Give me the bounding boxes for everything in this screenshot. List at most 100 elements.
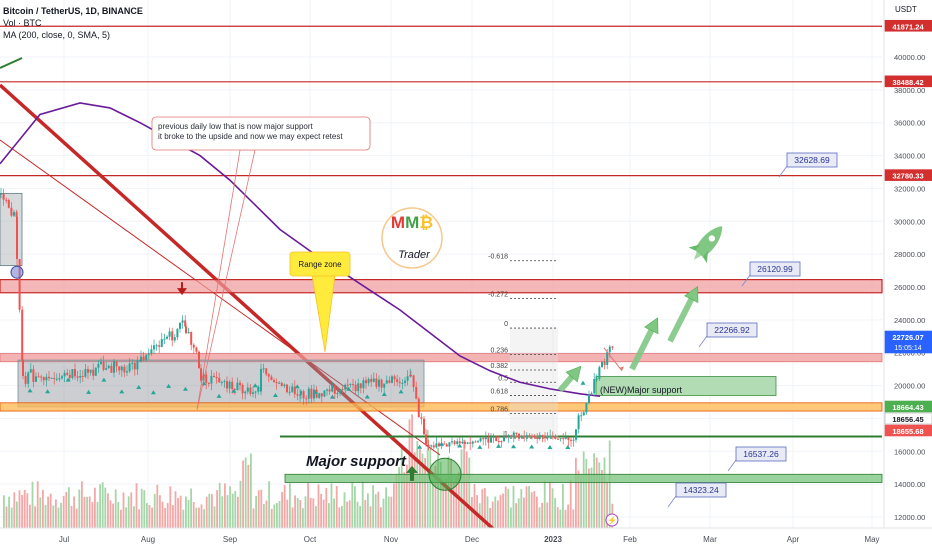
ma-indicator-label[interactable]: MA (200, close, 0, SMA, 5) (3, 30, 111, 40)
volume-indicator-label[interactable]: Vol · BTC (3, 18, 42, 28)
volume-bar (445, 478, 447, 528)
candle-body (66, 372, 69, 375)
candle-body (160, 339, 163, 347)
candle-body (120, 366, 123, 371)
volume-bar (595, 457, 598, 528)
candle-body (572, 439, 575, 441)
candle-body (383, 383, 386, 388)
rocket-fins (688, 244, 708, 263)
volume-bar (406, 464, 408, 528)
volume-bar (442, 481, 445, 528)
volume-bar (575, 457, 577, 528)
volume-bar (465, 451, 468, 528)
signal-triangle (150, 390, 156, 395)
price-level-rect (884, 169, 932, 181)
fib-level-label: 0.5 (498, 375, 508, 382)
candle-body (131, 362, 134, 364)
price-level-tag: 18656.45 (884, 412, 932, 425)
volume-bar (419, 448, 421, 528)
candle-body (420, 417, 423, 419)
candle-body (55, 378, 58, 380)
candle-body (118, 366, 121, 371)
candle-body (531, 435, 533, 437)
volume-bar (577, 470, 580, 528)
candle-body (564, 436, 567, 439)
rocket-window (708, 235, 716, 242)
candle-body (461, 441, 464, 444)
price-tick-label: 26000.00 (894, 283, 925, 292)
volume-bar (533, 491, 536, 528)
volume-bar (169, 486, 172, 528)
volume-bar (10, 507, 13, 528)
fib-level-label: 0.786 (490, 407, 508, 414)
candle-body (302, 391, 305, 399)
candle-body (249, 387, 252, 394)
signal-markers (27, 377, 586, 450)
candle-body (48, 376, 50, 379)
volume-bar (528, 486, 530, 528)
candle-body (458, 441, 461, 444)
signal-triangle (364, 394, 370, 399)
volume-bar (52, 505, 55, 528)
volume-bar (525, 486, 528, 528)
signal-triangle (565, 444, 571, 449)
downtrend-line-thick (0, 83, 502, 537)
candle-body (63, 372, 66, 377)
candle-body (27, 372, 30, 384)
volume-bar (257, 490, 260, 528)
volume-bar (125, 507, 127, 528)
candle-body (515, 432, 518, 434)
signal-triangle (381, 392, 387, 397)
volume-bar (161, 501, 164, 528)
candle-body (296, 394, 299, 396)
volume-bar (593, 453, 595, 528)
candle-body (185, 326, 187, 334)
volume-bar (216, 490, 218, 528)
volume-bar (39, 497, 42, 528)
volume-bar (221, 496, 224, 528)
signal-triangle (45, 389, 51, 394)
candle-body (133, 362, 136, 370)
volume-bar (333, 498, 335, 528)
projection-arrow-2-head (684, 286, 699, 304)
candle-body (128, 363, 131, 372)
candle-body (567, 436, 570, 440)
candle-body (184, 320, 187, 327)
volume-bar (244, 457, 247, 528)
volume-bar (455, 476, 458, 528)
candle-body (396, 379, 399, 383)
volume-bar (606, 482, 608, 528)
price-level-countdown: 15:05:14 (894, 345, 921, 352)
left-circle-marker (10, 265, 24, 279)
candle-body (76, 376, 79, 378)
candle-body (84, 369, 87, 377)
volume-bar (429, 447, 432, 528)
candle-body (362, 380, 365, 389)
candle-body (404, 380, 406, 383)
price-level-tag: 18655.68 (884, 424, 932, 437)
price-axis-bg (884, 0, 932, 528)
candle-body (280, 382, 283, 386)
signal-triangle (547, 445, 553, 450)
target-rect (675, 482, 727, 498)
major-support-label: Major support (306, 453, 407, 470)
volume-bar (68, 487, 70, 528)
volume-bar (255, 495, 257, 528)
volume-bar (515, 503, 517, 528)
volume-bar (546, 502, 549, 528)
orange-support-band (0, 402, 883, 412)
volume-bar (559, 509, 562, 528)
price-tick-label: 24000.00 (894, 316, 925, 325)
volume-bar (291, 507, 294, 528)
volume-bar (421, 453, 424, 528)
volume-bar (398, 467, 400, 528)
candle-body (427, 444, 430, 447)
candle-body (153, 345, 155, 350)
volume-bar (122, 492, 125, 528)
price-level-value: 22726.07 (892, 333, 923, 342)
candle-body (554, 436, 557, 439)
volume-bar (582, 451, 585, 528)
signal-triangle (477, 444, 483, 449)
candle-body (220, 382, 223, 384)
